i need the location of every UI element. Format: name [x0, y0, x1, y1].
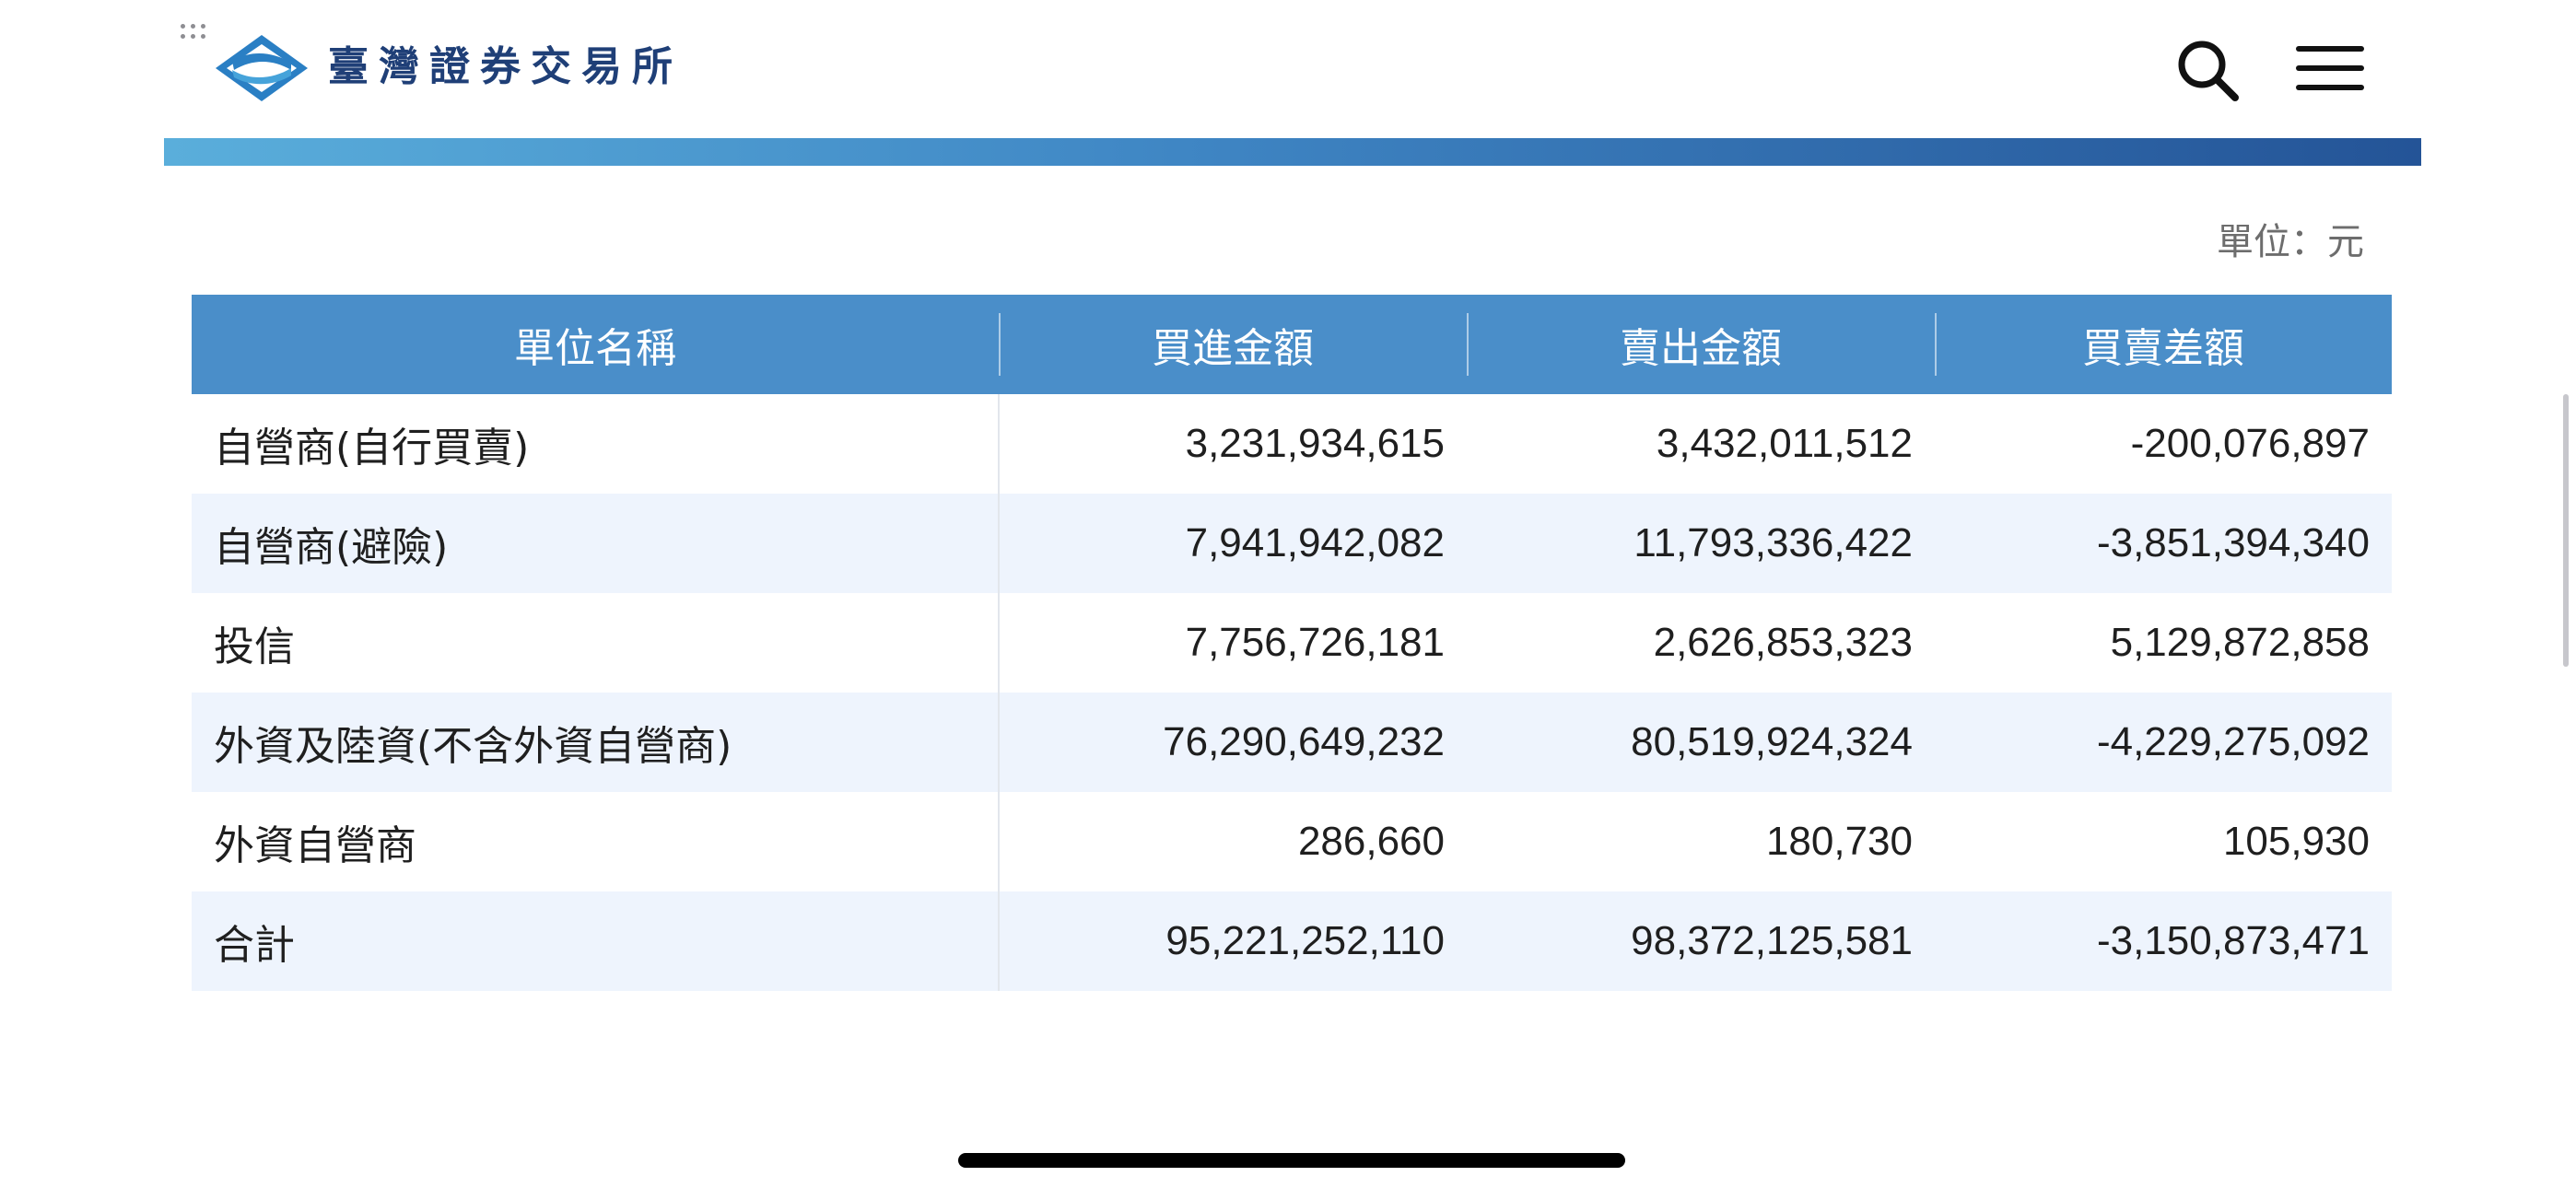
table-header: 單位名稱 買進金額 賣出金額 買賣差額: [192, 295, 2392, 394]
row-name-cell: 外資及陸資(不含外資自營商): [192, 693, 1000, 792]
twse-logo-icon[interactable]: [214, 33, 310, 103]
buy-amount-cell: 7,756,726,181: [999, 593, 1467, 693]
buy-amount-cell: 286,660: [999, 792, 1467, 891]
column-header-buy-amount: 買進金額: [999, 295, 1467, 394]
difference-cell: -3,851,394,340: [1935, 494, 2392, 593]
column-header-label: 買賣差額: [2082, 325, 2244, 372]
column-header-label: 單位名稱: [514, 325, 676, 372]
difference-cell: -3,150,873,471: [1935, 891, 2392, 991]
brand-name[interactable]: 臺灣證券交易所: [328, 43, 683, 90]
column-header-unit-name: 單位名稱: [192, 295, 999, 394]
difference-cell: -200,076,897: [1935, 394, 2392, 494]
row-name-cell: 自營商(避險): [192, 494, 1000, 593]
column-header-sell-amount: 賣出金額: [1467, 295, 1935, 394]
sell-amount-cell: 3,432,011,512: [1467, 394, 1935, 494]
table-body: 自營商(自行買賣) 3,231,934,615 3,432,011,512 -2…: [192, 394, 2392, 991]
column-header-label: 賣出金額: [1620, 325, 1782, 372]
difference-cell: 5,129,872,858: [1935, 593, 2392, 693]
buy-amount-cell: 76,290,649,232: [999, 693, 1467, 792]
row-name-cell: 外資自營商: [192, 792, 1000, 891]
search-icon[interactable]: [2174, 37, 2241, 103]
home-indicator[interactable]: [958, 1153, 1625, 1168]
difference-cell: -4,229,275,092: [1935, 693, 2392, 792]
column-header-difference: 買賣差額: [1935, 295, 2392, 394]
difference-cell: 105,930: [1935, 792, 2392, 891]
table-row: 投信 7,756,726,181 2,626,853,323 5,129,872…: [192, 593, 2392, 693]
table-header-row: 單位名稱 買進金額 賣出金額 買賣差額: [192, 295, 2392, 394]
buy-amount-cell: 3,231,934,615: [999, 394, 1467, 494]
table-row: 外資自營商 286,660 180,730 105,930: [192, 792, 2392, 891]
table-row: 自營商(自行買賣) 3,231,934,615 3,432,011,512 -2…: [192, 394, 2392, 494]
row-name-cell: 投信: [192, 593, 1000, 693]
sell-amount-cell: 2,626,853,323: [1467, 593, 1935, 693]
sell-amount-cell: 98,372,125,581: [1467, 891, 1935, 991]
buy-amount-cell: 95,221,252,110: [999, 891, 1467, 991]
column-header-label: 買進金額: [1152, 325, 1314, 372]
row-name-cell: 自營商(自行買賣): [192, 394, 1000, 494]
hamburger-menu-icon[interactable]: [2294, 42, 2366, 94]
unit-note: 單位：元: [2217, 221, 2364, 263]
vertical-scrollbar[interactable]: [2563, 394, 2569, 667]
sell-amount-cell: 11,793,336,422: [1467, 494, 1935, 593]
row-name-cell: 合計: [192, 891, 1000, 991]
multitasking-dots-icon[interactable]: [181, 24, 212, 50]
table-row-total: 合計 95,221,252,110 98,372,125,581 -3,150,…: [192, 891, 2392, 991]
buy-amount-cell: 7,941,942,082: [999, 494, 1467, 593]
header-gradient-bar: [164, 138, 2421, 166]
table-row: 外資及陸資(不含外資自營商) 76,290,649,232 80,519,924…: [192, 693, 2392, 792]
trading-table: 單位名稱 買進金額 賣出金額 買賣差額 自營商(自行買賣) 3,231,934,…: [192, 295, 2392, 991]
table-row: 自營商(避險) 7,941,942,082 11,793,336,422 -3,…: [192, 494, 2392, 593]
sell-amount-cell: 80,519,924,324: [1467, 693, 1935, 792]
sell-amount-cell: 180,730: [1467, 792, 1935, 891]
